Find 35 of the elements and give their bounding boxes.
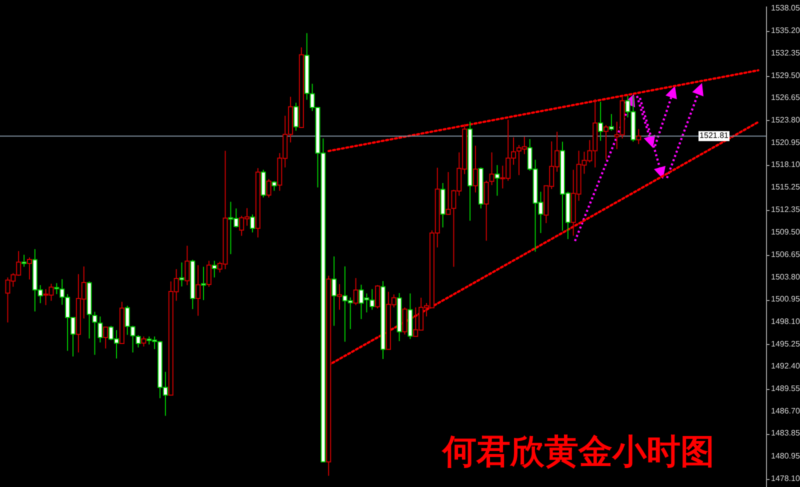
candlestick	[598, 101, 604, 142]
y-tick-label: 1492.40	[771, 362, 800, 371]
y-tick-label: 1495.25	[771, 339, 800, 348]
y-tick-label: 1480.95	[771, 451, 800, 460]
candlestick	[468, 121, 473, 222]
y-tick-label: 1529.50	[771, 70, 800, 80]
candlestick	[336, 284, 342, 310]
y-tick-label: 1520.95	[771, 138, 800, 147]
y-tick-label: 1535.20	[771, 26, 800, 36]
y-tick-label: 1526.65	[771, 93, 800, 102]
y-tick-label: 1532.35	[771, 48, 800, 58]
y-tick-label: 1523.80	[771, 115, 800, 124]
candlestick	[332, 256, 337, 326]
y-tick-label: 1503.80	[771, 272, 800, 282]
candlestick	[380, 280, 386, 360]
y-tick-label: 1518.10	[771, 160, 800, 170]
y-tick-label: 1486.70	[771, 406, 800, 416]
y-tick-label: 1512.35	[771, 205, 800, 214]
candlestick	[396, 292, 402, 342]
y-tick-label: 1538.05	[771, 4, 800, 13]
y-tick-label: 1483.85	[771, 428, 800, 438]
y-tick-label: 1506.65	[771, 250, 800, 259]
y-tick-label: 1500.95	[771, 294, 800, 304]
y-tick-label: 1478.10	[771, 474, 800, 483]
candlestick	[22, 254, 27, 268]
y-tick-label: 1498.10	[771, 316, 800, 326]
y-tick-label: 1509.50	[771, 228, 800, 237]
candlestick	[494, 164, 500, 196]
annotation: 何君欣黄金小时图	[440, 432, 714, 472]
candlestick	[196, 264, 201, 316]
y-tick-label: 1515.25	[771, 182, 800, 192]
candlestick	[201, 266, 206, 301]
y-tick-label: 1489.55	[771, 384, 800, 393]
candlestick	[440, 182, 446, 228]
ref-line-label: 1521.81	[700, 131, 730, 140]
